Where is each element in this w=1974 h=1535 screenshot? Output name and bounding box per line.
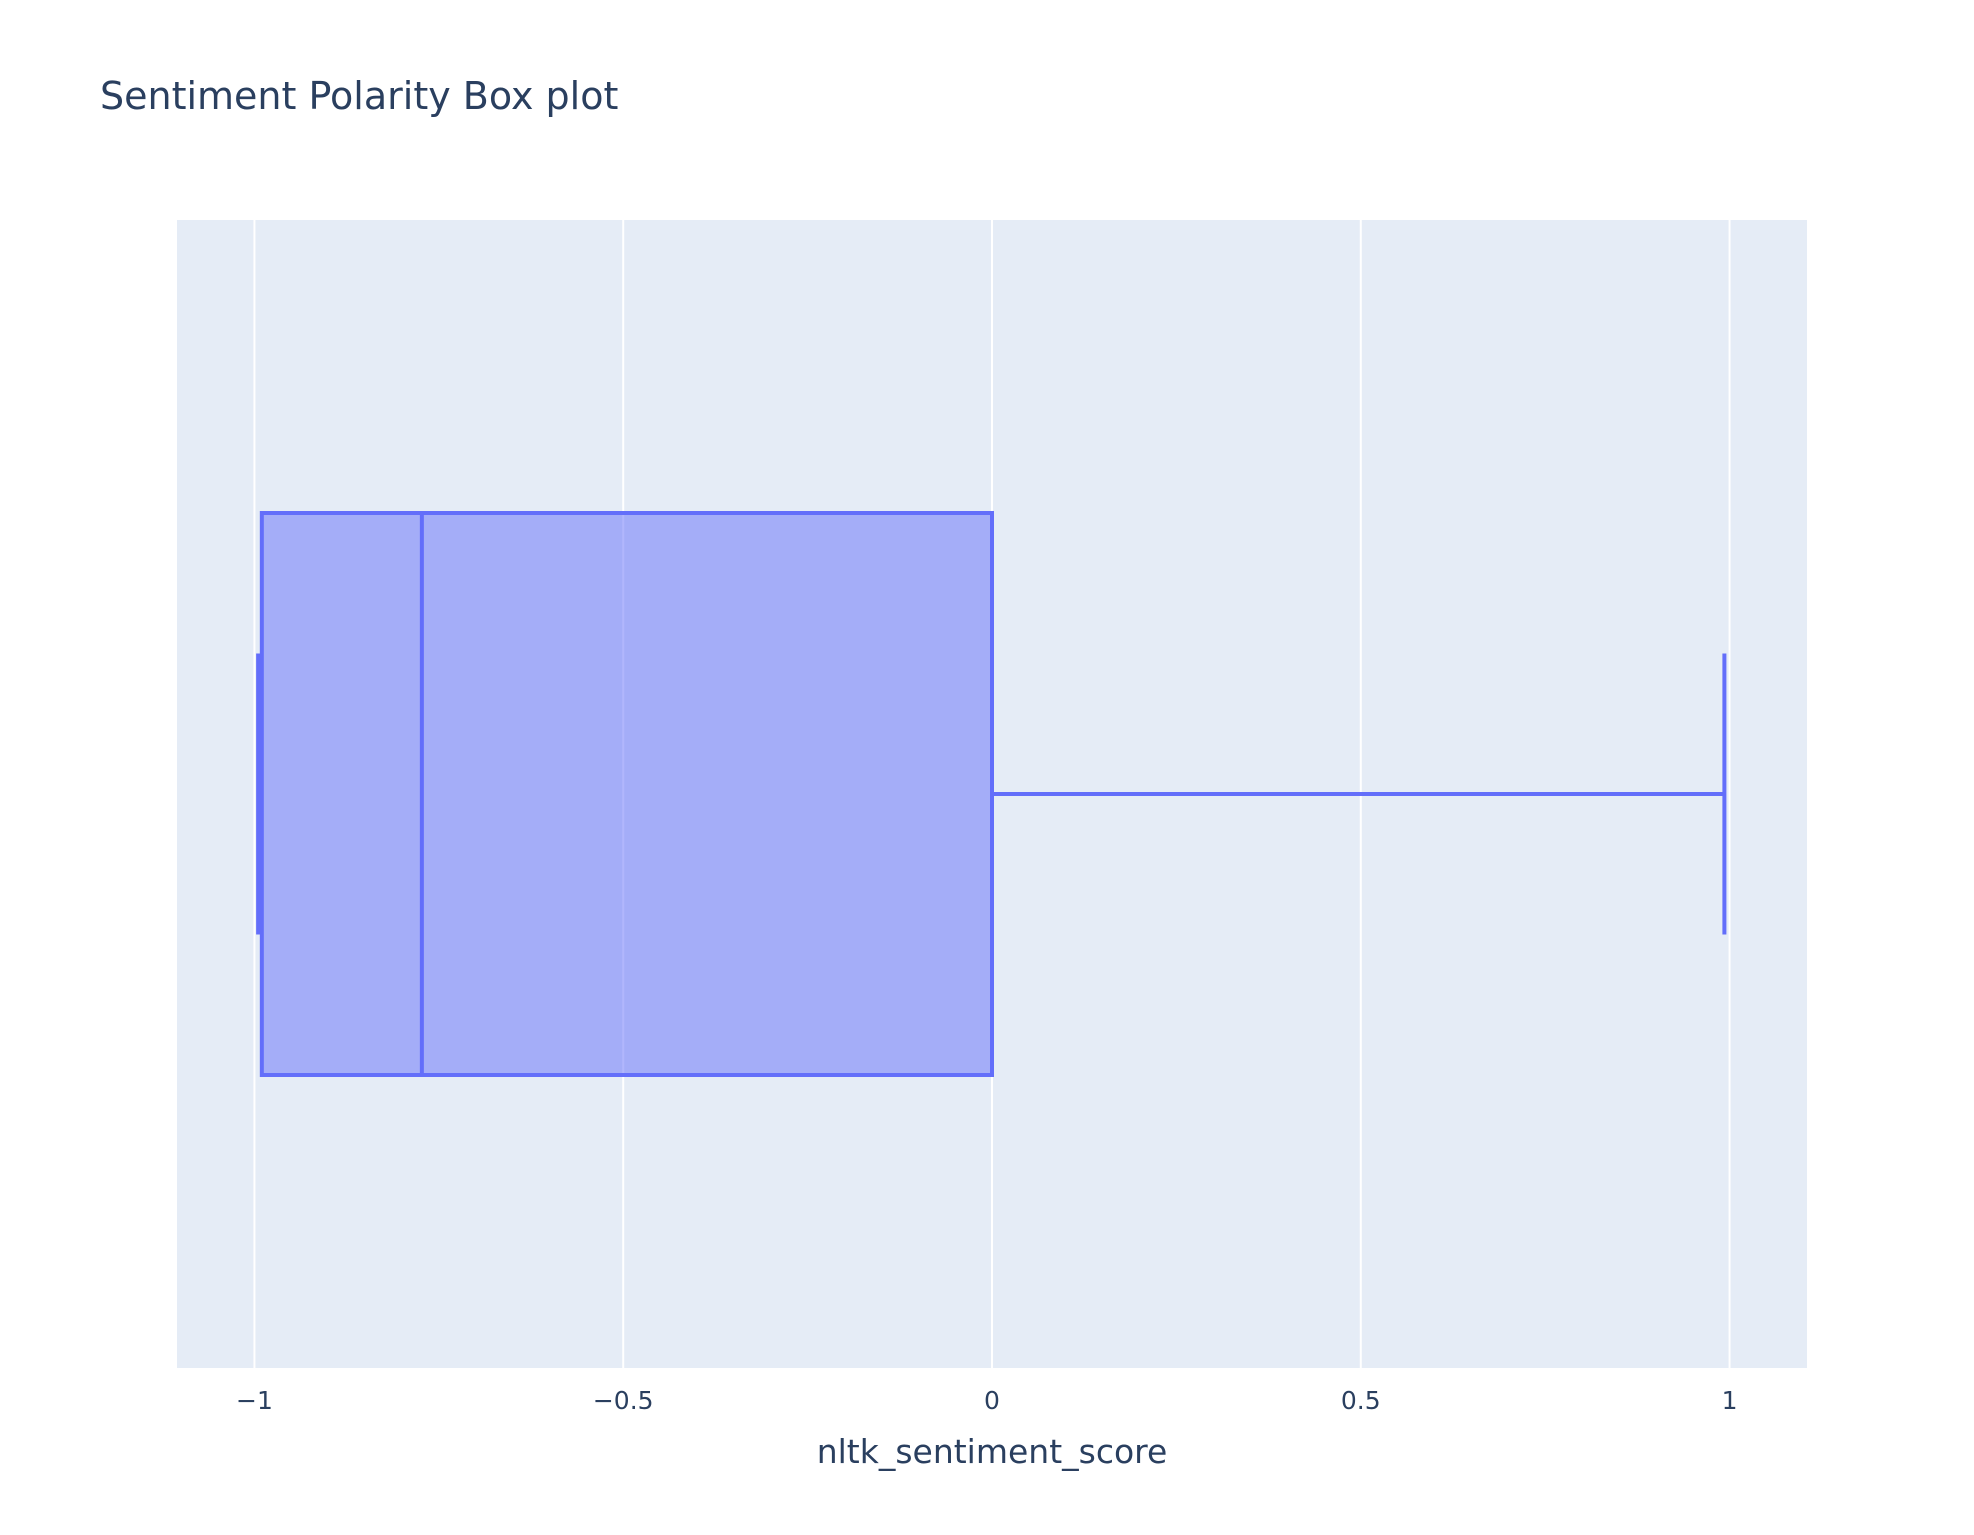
x-tick-label-4: 1 (1722, 1386, 1738, 1415)
x-tick-label-3: 0.5 (1341, 1386, 1381, 1415)
x-tick-label-0: −1 (236, 1386, 273, 1415)
x-axis-ticks: −1 −0.5 0 0.5 1 (236, 1386, 1737, 1415)
x-axis-title: nltk_sentiment_score (817, 1432, 1168, 1471)
x-tick-label-1: −0.5 (593, 1386, 654, 1415)
chart-title: Sentiment Polarity Box plot (100, 74, 618, 118)
x-tick-label-2: 0 (984, 1386, 1000, 1415)
box-trace[interactable] (256, 511, 1727, 1077)
iqr-box (259, 511, 994, 1077)
